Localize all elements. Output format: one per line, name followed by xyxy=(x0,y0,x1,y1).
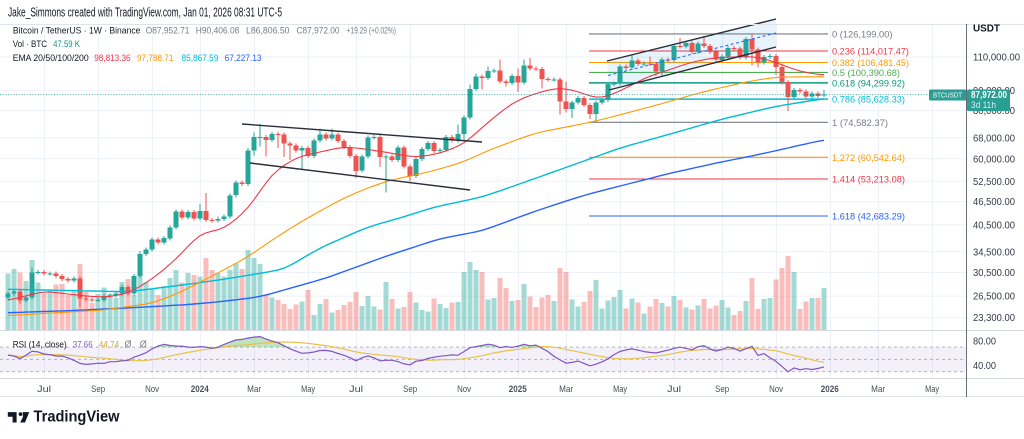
svg-text:Mar: Mar xyxy=(247,384,261,395)
svg-text:Ø: Ø xyxy=(140,339,147,351)
svg-text:Mar: Mar xyxy=(871,384,885,395)
svg-text:Vol · BTC: Vol · BTC xyxy=(13,39,48,50)
svg-text:80.00: 80.00 xyxy=(973,337,996,348)
svg-text:52,500.00: 52,500.00 xyxy=(973,177,1015,188)
svg-text:2024: 2024 xyxy=(191,384,210,395)
svg-text:0.5 (100,390.68): 0.5 (100,390.68) xyxy=(832,68,900,79)
svg-text:0.382 (106,481.45): 0.382 (106,481.45) xyxy=(832,58,909,69)
svg-text:40,500.00: 40,500.00 xyxy=(973,220,1015,231)
svg-text:Jake_Simmons created with Trad: Jake_Simmons created with TradingView.co… xyxy=(8,6,282,20)
svg-text:Jul: Jul xyxy=(667,384,681,395)
svg-text:Jul: Jul xyxy=(37,384,51,395)
svg-text:46,500.00: 46,500.00 xyxy=(973,197,1015,208)
svg-text:97,788.71: 97,788.71 xyxy=(137,53,173,64)
svg-text:Nov: Nov xyxy=(457,384,471,395)
svg-text:0.786 (85,628.33): 0.786 (85,628.33) xyxy=(832,95,905,106)
svg-text:26,500.00: 26,500.00 xyxy=(973,292,1015,303)
svg-text:May: May xyxy=(613,384,627,395)
svg-text:0.618 (94,299.92): 0.618 (94,299.92) xyxy=(832,78,905,89)
svg-text:0 (126,199.00): 0 (126,199.00) xyxy=(832,29,893,40)
svg-text:Sep: Sep xyxy=(403,384,417,395)
svg-text:68,000.00: 68,000.00 xyxy=(973,133,1015,144)
svg-text:2025: 2025 xyxy=(509,384,528,395)
svg-text:Sep: Sep xyxy=(91,384,105,395)
svg-text:H90,406.08: H90,406.08 xyxy=(196,26,240,37)
svg-text:37.66: 37.66 xyxy=(73,340,93,351)
svg-text:BTCUSDT: BTCUSDT xyxy=(933,91,962,100)
svg-text:2026: 2026 xyxy=(821,384,839,395)
svg-text:0.236 (114,017.47): 0.236 (114,017.47) xyxy=(832,47,909,58)
svg-text:+19.29 (+0.02%): +19.29 (+0.02%) xyxy=(347,26,397,37)
svg-text:Bitcoin / TetherUS · 1W · Bina: Bitcoin / TetherUS · 1W · Binance xyxy=(13,26,140,37)
svg-text:110,000.00: 110,000.00 xyxy=(973,53,1020,64)
svg-text:EMA 20/50/100/200: EMA 20/50/100/200 xyxy=(13,53,89,64)
svg-text:1.618 (42,683.29): 1.618 (42,683.29) xyxy=(832,212,905,223)
svg-text:Sep: Sep xyxy=(715,384,729,395)
svg-text:23,300.00: 23,300.00 xyxy=(973,313,1015,324)
svg-text:3d 11h: 3d 11h xyxy=(971,100,996,111)
svg-text:44.74: 44.74 xyxy=(99,340,120,351)
svg-text:1.414 (53,213.08): 1.414 (53,213.08) xyxy=(832,175,905,186)
svg-text:40.00: 40.00 xyxy=(973,361,996,372)
svg-text:60,000.00: 60,000.00 xyxy=(973,154,1015,165)
svg-text:May: May xyxy=(925,384,939,395)
svg-text:C87,972.00: C87,972.00 xyxy=(297,26,340,37)
svg-text:O87,952.71: O87,952.71 xyxy=(146,26,190,37)
svg-text:80,000.00: 80,000.00 xyxy=(973,106,1015,117)
svg-text:1.272 (60,542.64): 1.272 (60,542.64) xyxy=(832,153,905,164)
svg-text:TradingView: TradingView xyxy=(34,409,121,426)
svg-text:34,500.00: 34,500.00 xyxy=(973,247,1015,258)
svg-text:RSI (14, close): RSI (14, close) xyxy=(13,340,67,351)
svg-text:May: May xyxy=(301,384,315,395)
svg-text:98,813.36: 98,813.36 xyxy=(94,53,130,64)
svg-text:L86,806.50: L86,806.50 xyxy=(246,26,290,37)
svg-text:Nov: Nov xyxy=(145,384,159,395)
svg-text:87,972.00: 87,972.00 xyxy=(971,90,1007,101)
svg-text:1 (74,582.37): 1 (74,582.37) xyxy=(832,118,888,129)
svg-text:Mar: Mar xyxy=(559,384,573,395)
svg-text:30,500.00: 30,500.00 xyxy=(973,268,1015,279)
svg-text:47.59 K: 47.59 K xyxy=(53,39,80,50)
svg-text:USDT: USDT xyxy=(973,23,1001,35)
svg-text:Jul: Jul xyxy=(349,384,363,395)
svg-text:85,867.59: 85,867.59 xyxy=(182,53,219,64)
svg-text:Ø: Ø xyxy=(125,339,132,351)
svg-text:67,227.13: 67,227.13 xyxy=(225,53,262,64)
svg-text:Nov: Nov xyxy=(769,384,783,395)
